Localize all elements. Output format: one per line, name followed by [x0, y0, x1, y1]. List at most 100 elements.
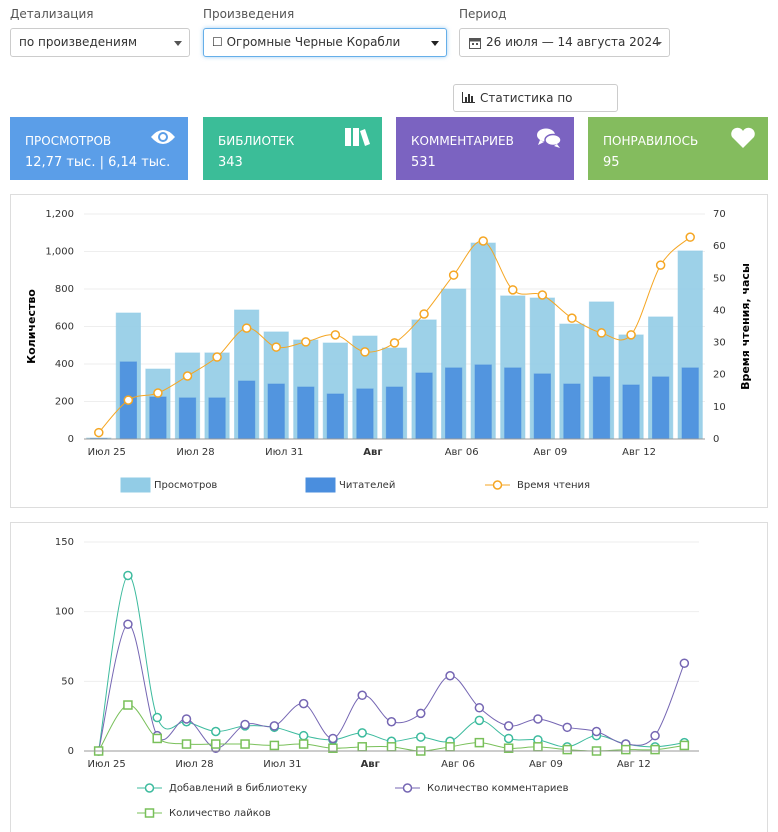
marker — [181, 739, 192, 749]
marker — [152, 733, 162, 744]
tick-label: 60 — [713, 241, 726, 252]
legend-label: Время чтения — [517, 480, 590, 491]
eye-icon — [151, 130, 175, 144]
marker — [567, 313, 577, 323]
tick-label: 1,200 — [45, 209, 74, 220]
x-tick-label: Авг — [361, 759, 380, 770]
marker — [181, 714, 192, 724]
marker — [416, 708, 426, 719]
marker — [503, 733, 514, 744]
marker — [389, 338, 400, 348]
marker — [269, 740, 280, 751]
tick-label: 10 — [713, 402, 726, 413]
marker — [298, 730, 309, 741]
bar — [326, 393, 344, 440]
calendar-icon — [469, 38, 481, 49]
marker — [271, 342, 281, 352]
card-title: КОММЕНТАРИЕВ — [411, 134, 514, 148]
bar — [149, 396, 167, 440]
card-value: 12,77 тыс. | 6,14 тыс. — [25, 155, 171, 170]
card-value: 95 — [603, 155, 620, 170]
legend-marker — [402, 783, 413, 793]
x-tick-label: Авг 06 — [441, 759, 475, 770]
marker — [445, 742, 455, 752]
bar — [415, 372, 433, 440]
select-value: 26 июля — 14 августа 2024 — [486, 35, 660, 49]
marker — [123, 700, 133, 710]
marker — [360, 347, 370, 357]
bar — [474, 364, 492, 440]
marker — [679, 740, 690, 751]
bar — [238, 380, 256, 440]
stat-card: ПОНРАВИЛОСЬ 95 — [588, 117, 768, 180]
marker — [123, 395, 134, 405]
arrow — [431, 41, 439, 46]
marker — [591, 726, 602, 737]
bar — [533, 373, 551, 440]
marker — [123, 619, 133, 629]
card-value: 531 — [411, 155, 436, 170]
marker — [240, 719, 250, 730]
card-value: 343 — [218, 155, 243, 170]
marker — [212, 352, 222, 362]
legend-label: Добавлений в библиотеку — [169, 783, 307, 794]
filter-label: Детализация — [10, 7, 94, 21]
marker — [474, 737, 485, 748]
x-tick-label: Авг 12 — [622, 447, 656, 458]
marker — [562, 722, 572, 733]
legend-marker — [144, 808, 155, 818]
marker — [537, 290, 548, 300]
tick-label: 20 — [713, 370, 726, 381]
bar — [445, 367, 463, 440]
tick-label: 30 — [713, 338, 726, 349]
filter-label: Период — [459, 7, 507, 21]
marker — [655, 260, 666, 270]
legend-swatch — [120, 477, 151, 493]
tick-label: 400 — [55, 359, 74, 370]
bar — [652, 376, 670, 440]
marker — [416, 732, 426, 742]
bar — [356, 388, 374, 440]
select[interactable]: по произведениям — [10, 28, 190, 57]
legend-label: Читателей — [339, 480, 395, 491]
series-line — [98, 574, 685, 752]
x-tick-label: Авг 06 — [445, 447, 479, 458]
date-range[interactable]: 26 июля — 14 августа 2024 — [459, 28, 670, 57]
bar-icon — [462, 92, 475, 103]
tick-label: 800 — [55, 284, 74, 295]
marker — [328, 733, 338, 744]
marker — [621, 744, 631, 755]
marker — [153, 388, 163, 398]
marker — [533, 714, 543, 724]
y2-axis-title: Время чтения, часы — [739, 263, 752, 390]
tick-label: 0 — [68, 434, 74, 445]
x-tick-label: Авг 09 — [529, 759, 563, 770]
stat-card: ПРОСМОТРОВ 12,77 тыс. | 6,14 тыс. — [10, 117, 188, 180]
bar — [297, 386, 315, 440]
marker — [419, 309, 429, 319]
x-tick-label: Июл 25 — [88, 759, 126, 770]
marker — [626, 330, 636, 340]
marker — [478, 236, 488, 246]
marker — [474, 703, 485, 713]
arrow — [656, 42, 662, 45]
marker — [562, 744, 572, 755]
marker — [685, 232, 695, 242]
marker — [357, 742, 367, 752]
legend-label: Количество лайков — [169, 808, 271, 819]
x-tick-label: Авг 09 — [533, 447, 567, 458]
marker — [94, 427, 104, 438]
card-title: ПРОСМОТРОВ — [25, 134, 112, 148]
marker — [330, 330, 341, 340]
marker — [298, 739, 309, 749]
marker — [508, 285, 518, 295]
bar — [592, 376, 611, 440]
select[interactable]: ☐ Огромные Черные Корабли — [203, 28, 447, 57]
marker — [182, 371, 193, 381]
heart-icon — [731, 127, 755, 148]
tick-label: 150 — [55, 537, 74, 548]
chart-panel — [10, 522, 768, 832]
chapters-button[interactable]: Статистика по главам — [453, 84, 618, 131]
